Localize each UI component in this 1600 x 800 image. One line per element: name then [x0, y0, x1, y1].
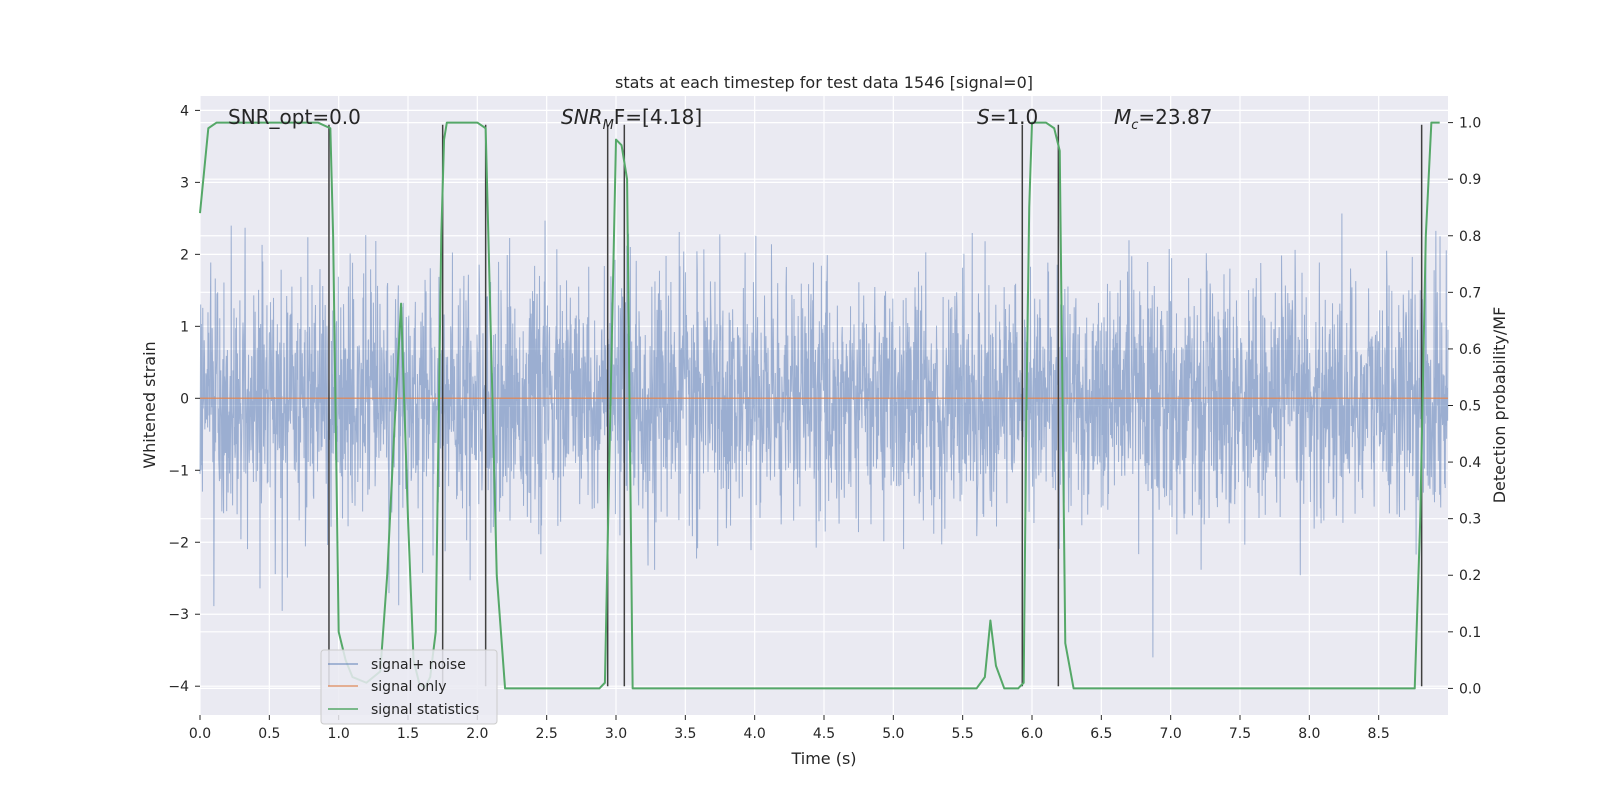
- legend-label-signal-only: signal only: [371, 679, 446, 695]
- y2-tick-label-4: 0.4: [1459, 455, 1481, 471]
- annotation-s-main: S: [977, 105, 990, 129]
- y-axis-ticks: −4 −3 −2 −1 0 1 2 3 4: [168, 103, 200, 695]
- x-tick-label-13: 6.5: [1090, 726, 1112, 742]
- annotation-snr-opt: SNR_opt=0.0: [228, 105, 361, 129]
- annotation-snr-mf-sub: M: [603, 118, 614, 133]
- x-tick-label-1: 0.5: [258, 726, 280, 742]
- x-tick-label-15: 7.5: [1229, 726, 1251, 742]
- chart-title: stats at each timestep for test data 154…: [615, 73, 1033, 92]
- annotation-snr-mf-rest: F=[4.18]: [614, 105, 702, 129]
- x-tick-label-3: 1.5: [397, 726, 419, 742]
- x-tick-label-6: 3.0: [605, 726, 627, 742]
- y-tick-label-6: 2: [180, 247, 189, 263]
- y-tick-label-4: 0: [180, 391, 189, 407]
- legend-box: [320, 649, 498, 725]
- x-tick-label-9: 4.5: [813, 726, 835, 742]
- y-tick-label-3: −1: [168, 463, 189, 479]
- y2-axis-label: Detection probability/MF: [1490, 307, 1509, 504]
- y2-axis-ticks: 0.0 0.1 0.2 0.3 0.4 0.5 0.6 0.7 0.8 0.9 1.0: [1448, 116, 1481, 697]
- annotations: SNR_opt=0.0 SNRMF=[4.18] S=1.0 Mc=23.87: [228, 105, 1212, 133]
- x-tick-label-0: 0.0: [189, 726, 211, 742]
- y2-tick-label-7: 0.7: [1459, 285, 1481, 301]
- y-tick-label-5: 1: [180, 319, 189, 335]
- x-tick-label-10: 5.0: [882, 726, 904, 742]
- y2-tick-label-10: 1.0: [1459, 116, 1481, 132]
- y-tick-label-8: 4: [180, 103, 189, 119]
- x-tick-label-17: 8.5: [1368, 726, 1390, 742]
- annotation-mc: Mc=23.87: [1114, 105, 1212, 133]
- y-tick-label-2: −2: [168, 535, 189, 551]
- legend: signal+ noise signal only signal statist…: [320, 649, 498, 725]
- legend-label-signal-plus-noise: signal+ noise: [371, 657, 466, 673]
- annotation-snr-mf-main: SNR: [561, 105, 603, 129]
- annotation-mc-rest: =23.87: [1138, 105, 1212, 129]
- annotation-mc-sub: c: [1131, 118, 1138, 133]
- x-axis-label: Time (s): [790, 749, 856, 768]
- x-axis-ticks: 0.0 0.5 1.0 1.5 2.0 2.5 3.0 3.5 4.0 4.5 5.0 5.5 6.0 6…: [189, 715, 1390, 742]
- annotation-snr-mf: SNRMF=[4.18]: [561, 105, 702, 133]
- x-tick-label-16: 8.0: [1298, 726, 1320, 742]
- annotation-s: S=1.0: [977, 105, 1038, 129]
- y2-tick-label-6: 0.6: [1459, 342, 1481, 358]
- y2-tick-label-5: 0.5: [1459, 399, 1481, 415]
- y2-tick-label-0: 0.0: [1459, 681, 1481, 697]
- y-tick-label-1: −3: [168, 607, 189, 623]
- y-axis-label: Whitened strain: [140, 341, 159, 468]
- y2-tick-label-3: 0.3: [1459, 512, 1481, 528]
- x-tick-label-8: 4.0: [744, 726, 766, 742]
- y2-tick-label-2: 0.2: [1459, 568, 1481, 584]
- x-tick-label-7: 3.5: [674, 726, 696, 742]
- y-tick-label-0: −4: [168, 679, 189, 695]
- annotation-mc-main: M: [1114, 105, 1131, 129]
- x-tick-label-5: 2.5: [536, 726, 558, 742]
- y-tick-label-7: 3: [180, 175, 189, 191]
- legend-label-signal-statistics: signal statistics: [371, 702, 479, 718]
- y2-tick-label-9: 0.9: [1459, 172, 1481, 188]
- x-tick-label-12: 6.0: [1021, 726, 1043, 742]
- x-tick-label-11: 5.5: [952, 726, 974, 742]
- x-tick-label-4: 2.0: [466, 726, 488, 742]
- annotation-s-rest: =1.0: [990, 105, 1039, 129]
- y2-tick-label-8: 0.8: [1459, 229, 1481, 245]
- y2-tick-label-1: 0.1: [1459, 625, 1481, 641]
- x-tick-label-2: 1.0: [328, 726, 350, 742]
- x-tick-label-14: 7.0: [1160, 726, 1182, 742]
